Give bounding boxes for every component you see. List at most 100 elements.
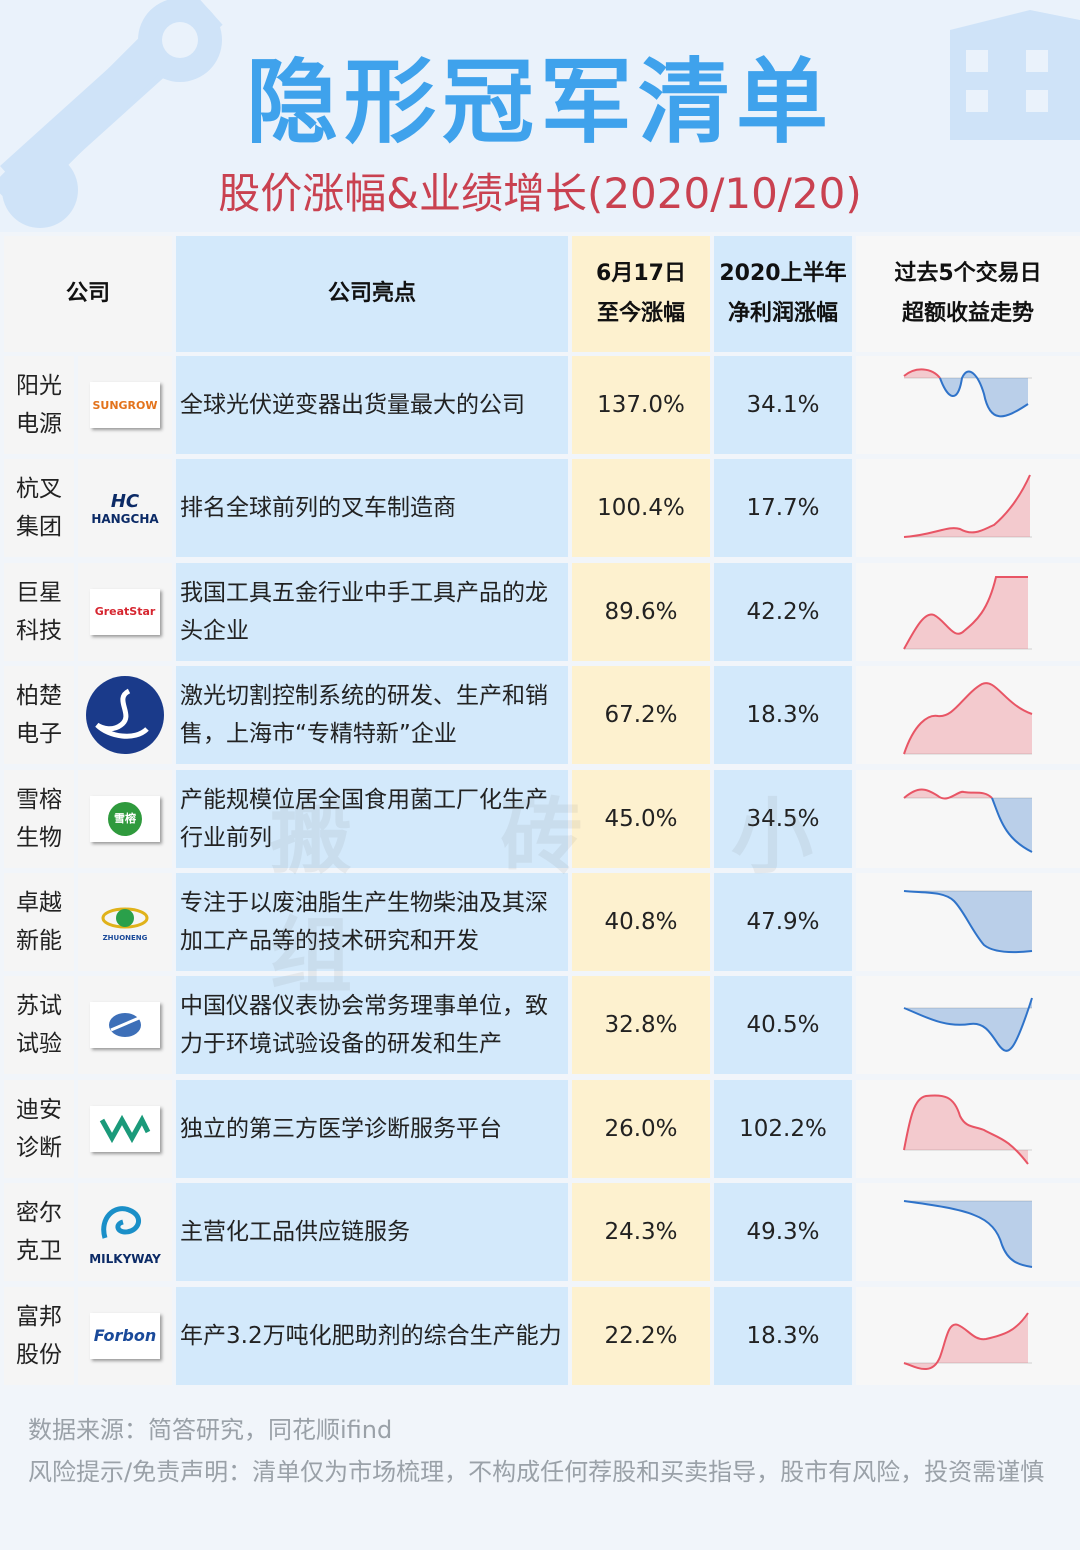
sparkline-positive-line bbox=[903, 368, 941, 379]
disclaimer: 风险提示/免责声明：清单仅为市场梳理，不构成任何荐股和买卖指导，股市有风险，投资… bbox=[28, 1458, 1045, 1486]
company-name: 迪安 诊断 bbox=[4, 1079, 74, 1178]
company-name-line2: 新能 bbox=[16, 928, 62, 954]
trend-sparkline bbox=[856, 976, 1080, 1075]
profit-growth: 49.3% bbox=[714, 1183, 852, 1282]
profit-growth: 17.7% bbox=[714, 459, 852, 558]
sparkline-chart bbox=[903, 368, 1032, 418]
sparkline-positive-line bbox=[903, 682, 1033, 755]
price-gain: 32.8% bbox=[572, 976, 710, 1075]
company-name: 密尔 克卫 bbox=[4, 1183, 74, 1282]
company-name: 杭叉 集团 bbox=[4, 459, 74, 558]
company-highlight: 中国仪器仪表协会常务理事单位，致力于环境试验设备的研发和生产 bbox=[176, 976, 568, 1075]
header-banner: 隐形冠军清单 股价涨幅&业绩增长(2020/10/20) bbox=[0, 0, 1080, 232]
sparkline-positive-line bbox=[903, 474, 1031, 539]
header-company: 公司 bbox=[4, 236, 172, 352]
footer: 数据来源：简答研究，同花顺ifind 风险提示/免责声明：清单仅为市场梳理，不构… bbox=[28, 1412, 1058, 1496]
tools-icon bbox=[0, 0, 223, 228]
sparkline-positive-area bbox=[904, 789, 992, 799]
trend-sparkline bbox=[856, 769, 1080, 868]
sparkline-chart bbox=[903, 890, 1033, 954]
logo-icon bbox=[86, 676, 164, 755]
sparkline-chart bbox=[903, 1312, 1032, 1370]
sparkline-chart bbox=[903, 575, 1032, 650]
company-name-line1: 密尔 bbox=[16, 1200, 62, 1227]
table-row: 卓越 新能 ZHUONENG 专注于以废油脂生产生物柴油及其深加工产品等的技术研究和开… bbox=[2, 873, 1080, 971]
sparkline-positive-line bbox=[903, 1312, 1029, 1370]
price-gain: 26.0% bbox=[572, 1079, 710, 1178]
company-name: 富邦 股份 bbox=[4, 1286, 74, 1385]
company-name: 巨星 科技 bbox=[4, 562, 74, 661]
company-logo bbox=[78, 666, 172, 765]
sparkline-chart bbox=[903, 1200, 1033, 1269]
table-row: 阳光 电源 SUNGROW 全球光伏逆变器出货量最大的公司 137.0% 34.1% bbox=[2, 356, 1080, 454]
sparkline-chart bbox=[903, 682, 1033, 755]
company-logo: Forbon bbox=[78, 1286, 172, 1385]
trend-sparkline bbox=[856, 666, 1080, 765]
sparkline-chart bbox=[903, 788, 1033, 853]
sparkline-chart bbox=[903, 998, 1033, 1053]
table-row: 柏楚 电子 激光切割控制系统的研发、生产和销售，上海市“专精特新”企业 67.2% 18… bbox=[2, 666, 1080, 765]
trend-sparkline bbox=[856, 1286, 1080, 1385]
company-logo bbox=[78, 976, 172, 1075]
trend-sparkline bbox=[856, 459, 1080, 558]
company-highlight: 激光切割控制系统的研发、生产和销售，上海市“专精特新”企业 bbox=[176, 666, 568, 765]
sparkline-positive-area bbox=[904, 1095, 1028, 1164]
logo-icon bbox=[90, 1105, 160, 1152]
sparkline-positive-line bbox=[903, 788, 993, 800]
trend-sparkline bbox=[856, 1079, 1080, 1178]
price-gain: 89.6% bbox=[572, 562, 710, 661]
company-name: 雪榕 生物 bbox=[4, 769, 74, 868]
company-name-line1: 柏楚 bbox=[16, 683, 62, 710]
company-name-line1: 苏试 bbox=[16, 993, 62, 1020]
sparkline-negative-area bbox=[904, 1201, 1032, 1268]
watermark: 搬 砖 小 组 bbox=[270, 790, 874, 1004]
logo-icon: ZHUONENG bbox=[90, 899, 160, 945]
header-trend: 过去5个交易日 超额收益走势 bbox=[856, 236, 1080, 352]
sparkline-negative-area bbox=[904, 998, 1032, 1052]
sparkline-negative-area bbox=[904, 891, 1032, 953]
profit-growth: 40.5% bbox=[714, 976, 852, 1075]
sparkline-negative-line bbox=[939, 370, 1029, 418]
company-name-line2: 试验 bbox=[16, 1031, 62, 1058]
header-profit: 2020上半年 净利润涨幅 bbox=[714, 236, 852, 352]
logo-icon: GreatStar bbox=[90, 588, 160, 635]
price-gain: 100.4% bbox=[572, 459, 710, 558]
trend-sparkline bbox=[856, 356, 1080, 454]
company-highlight: 年产3.2万吨化肥助剂的综合生产能力 bbox=[176, 1286, 568, 1385]
company-name-line2: 股份 bbox=[16, 1341, 62, 1368]
company-name: 阳光 电源 bbox=[4, 356, 74, 454]
sparkline-negative-line bbox=[991, 797, 1033, 853]
company-logo: ZHUONENG bbox=[78, 873, 172, 971]
company-highlight: 排名全球前列的叉车制造商 bbox=[176, 459, 568, 558]
sparkline-negative-area bbox=[992, 797, 1032, 852]
table-row: 迪安 诊断 独立的第三方医学诊断服务平台 26.0% 102.2% bbox=[2, 1079, 1080, 1178]
sparkline-negative-line bbox=[903, 1200, 1033, 1269]
page-subtitle: 股价涨幅&业绩增长(2020/10/20) bbox=[218, 169, 862, 218]
table-row: 杭叉 集团 HC HANGCHA 排名全球前列的叉车制造商 100.4% 17.7% bbox=[2, 459, 1080, 558]
sparkline-positive-area bbox=[904, 576, 1028, 649]
profit-growth: 47.9% bbox=[714, 873, 852, 971]
sparkline-positive-line bbox=[903, 1094, 1029, 1165]
logo-icon: 雪榕 bbox=[90, 795, 160, 842]
company-name-line1: 阳光 bbox=[16, 373, 62, 399]
sparkline-negative-line bbox=[903, 998, 1033, 1053]
table-row: 雪榕 生物 雪榕 产能规模位居全国食用菌工厂化生产行业前列 45.0% 34.5% bbox=[2, 769, 1080, 868]
profit-growth: 102.2% bbox=[714, 1079, 852, 1178]
price-gain: 24.3% bbox=[572, 1183, 710, 1282]
sparkline-positive-line bbox=[903, 575, 1028, 650]
profit-growth: 42.2% bbox=[714, 562, 852, 661]
logo-icon: Forbon bbox=[90, 1312, 160, 1359]
company-name-line2: 集团 bbox=[16, 514, 62, 541]
company-highlight: 独立的第三方医学诊断服务平台 bbox=[176, 1079, 568, 1178]
company-logo: SUNGROW bbox=[78, 356, 172, 454]
price-gain: 40.8% bbox=[572, 873, 710, 971]
sparkline-positive-area bbox=[904, 1312, 1028, 1369]
table-row: 富邦 股份 Forbon 年产3.2万吨化肥助剂的综合生产能力 22.2% 18.3% bbox=[2, 1286, 1080, 1385]
logo-icon bbox=[90, 1002, 160, 1049]
logo-icon: HC HANGCHA bbox=[91, 490, 159, 526]
company-highlight: 我国工具五金行业中手工具产品的龙头企业 bbox=[176, 562, 568, 661]
price-gain: 45.0% bbox=[572, 769, 710, 868]
company-name-line2: 生物 bbox=[16, 824, 62, 851]
profit-growth: 34.5% bbox=[714, 769, 852, 868]
logo-icon: MILKYWAY bbox=[89, 1192, 161, 1272]
